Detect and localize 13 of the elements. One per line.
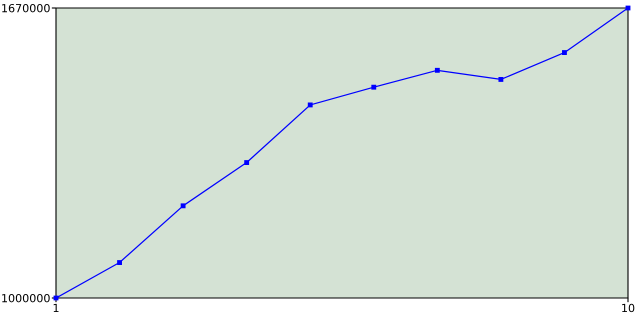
y-tick-label: 1670000 [2,4,50,12]
point [498,76,504,82]
point [626,6,630,10]
x-tick-label: 1 [54,304,59,312]
y-tick-label: 1000000 [2,294,50,302]
point [244,160,250,165]
point [308,102,313,108]
point [371,84,376,90]
point [434,68,440,73]
point [117,260,122,265]
x-tick-label: 10 [622,304,634,312]
point [180,203,186,208]
point [562,50,567,56]
